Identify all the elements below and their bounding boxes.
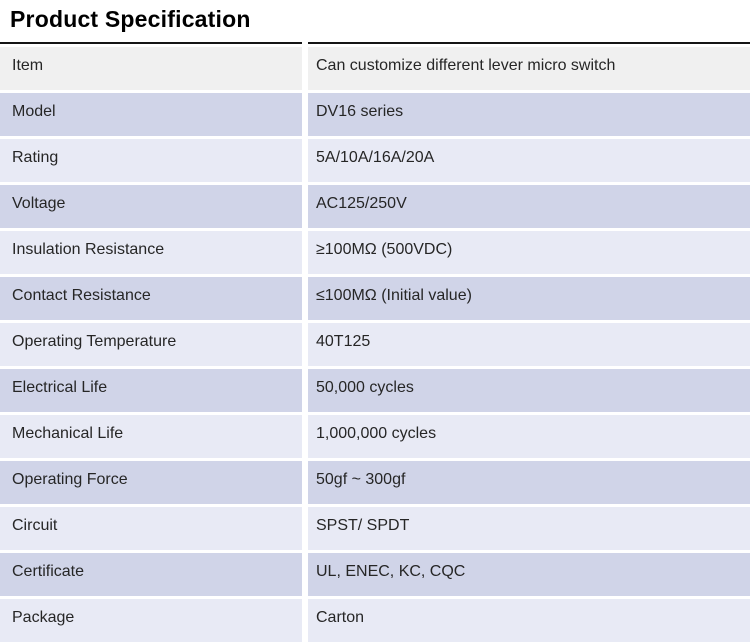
spec-value-cell: 1,000,000 cycles [308, 415, 750, 458]
spec-label-cell: Mechanical Life [0, 415, 302, 458]
spec-value-cell: Can customize different lever micro swit… [308, 47, 750, 90]
spec-label-cell: Electrical Life [0, 369, 302, 412]
spec-label-cell: Certificate [0, 553, 302, 596]
spec-label-cell: Model [0, 93, 302, 136]
spec-label-cell: Rating [0, 139, 302, 182]
spec-value-cell: 50,000 cycles [308, 369, 750, 412]
table-top-border-right [308, 42, 750, 44]
specification-table: Item Can customize different lever micro … [0, 42, 750, 642]
spec-value-cell: SPST/ SPDT [308, 507, 750, 550]
spec-value-cell: ≥100MΩ (500VDC) [308, 231, 750, 274]
spec-label-cell: Operating Force [0, 461, 302, 504]
page-title: Product Specification [10, 6, 251, 32]
spec-label-cell: Item [0, 47, 302, 90]
spec-value-cell: 50gf ~ 300gf [308, 461, 750, 504]
spec-value-cell: Carton [308, 599, 750, 642]
spec-label-cell: Insulation Resistance [0, 231, 302, 274]
spec-value-cell: 40T125 [308, 323, 750, 366]
spec-value-cell: ≤100MΩ (Initial value) [308, 277, 750, 320]
spec-label-cell: Circuit [0, 507, 302, 550]
spec-value-cell: 5A/10A/16A/20A [308, 139, 750, 182]
table-top-border-left [0, 42, 302, 44]
spec-value-cell: DV16 series [308, 93, 750, 136]
spec-value-cell: AC125/250V [308, 185, 750, 228]
spec-label-cell: Contact Resistance [0, 277, 302, 320]
spec-label-cell: Voltage [0, 185, 302, 228]
spec-label-cell: Operating Temperature [0, 323, 302, 366]
spec-value-cell: UL, ENEC, KC, CQC [308, 553, 750, 596]
spec-label-cell: Package [0, 599, 302, 642]
